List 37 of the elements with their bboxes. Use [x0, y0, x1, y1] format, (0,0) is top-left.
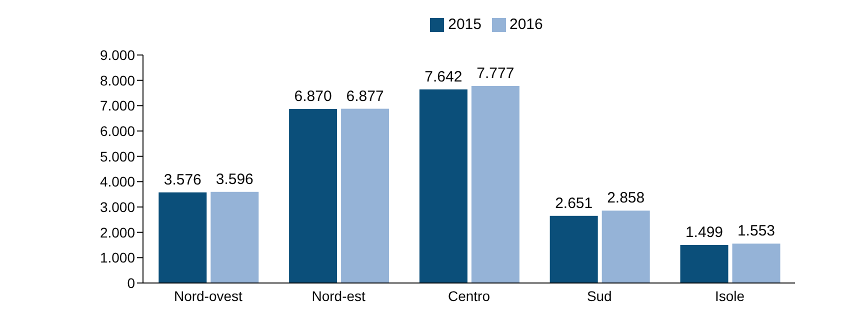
bar [289, 108, 338, 283]
bar [341, 108, 390, 283]
bar [680, 245, 728, 283]
data-label: 2.651 [555, 194, 593, 212]
bar [471, 86, 520, 283]
data-label: 7.777 [476, 64, 514, 82]
bar [732, 244, 780, 283]
data-label: 6.870 [294, 88, 332, 105]
x-tick-label: Centro [448, 288, 490, 304]
bar [602, 210, 650, 283]
data-label: 3.596 [216, 170, 254, 188]
y-tick-label: 0 [127, 274, 136, 291]
y-tick-label: 4.000 [100, 174, 136, 190]
y-tick-label: 9.000 [100, 46, 136, 63]
bar [210, 192, 259, 283]
bar [158, 192, 207, 283]
y-tick-label: 6.000 [100, 122, 136, 139]
x-tick-label: Nord-est [312, 288, 366, 304]
data-label: 1.499 [685, 224, 724, 242]
x-tick-label: Isole [715, 288, 745, 304]
data-label: 6.877 [346, 88, 384, 105]
y-tick-label: 7.000 [100, 98, 136, 114]
legend-label: 2016 [510, 16, 543, 33]
y-tick-label: 1.000 [100, 250, 136, 266]
bar [419, 89, 468, 283]
x-tick-label: Nord-ovest [174, 288, 243, 304]
y-tick-label: 3.000 [100, 198, 136, 215]
data-label: 2.858 [607, 190, 645, 207]
y-tick-label: 5.000 [100, 148, 136, 164]
legend-label: 2015 [448, 16, 482, 33]
data-label: 7.642 [424, 68, 462, 86]
bar [550, 216, 598, 283]
y-tick-label: 2.000 [100, 224, 136, 240]
y-tick-label: 8.000 [100, 72, 136, 88]
data-label: 3.576 [164, 171, 202, 188]
data-label: 1.553 [737, 222, 776, 240]
x-tick-label: Sud [586, 288, 612, 304]
